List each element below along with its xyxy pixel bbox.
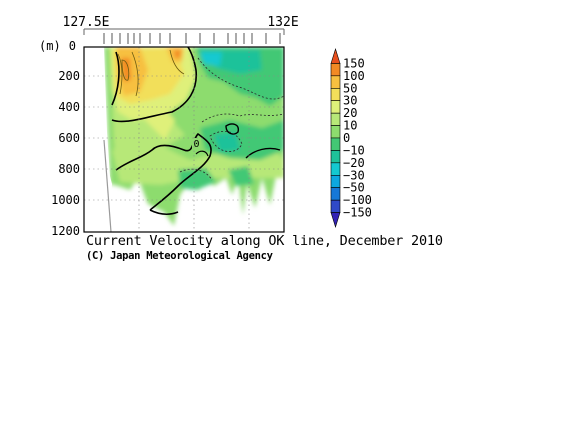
depth-tick-200: 200 (58, 69, 80, 83)
depth-tick-1200: 1200 (51, 224, 80, 238)
section-plot: 0 (84, 47, 284, 232)
contour-label: 0 (193, 139, 199, 150)
colorbar-label: 30 (343, 94, 357, 108)
colorbar-swatch (330, 75, 341, 89)
colorbar-label: 150 (343, 56, 365, 70)
colorbar-label: 0 (343, 131, 350, 145)
plot-grid (84, 47, 284, 232)
top-axis: 127.5E 132E (63, 15, 299, 35)
colorbar-swatch (330, 174, 341, 189)
colorbar-label: 50 (343, 81, 357, 95)
colorbar-swatch (330, 162, 341, 176)
colorbar-label: 10 (343, 119, 357, 133)
depth-axis: (m) 0 200 400 600 800 1000 1200 (39, 39, 80, 238)
top-tick-label-right: 132E (267, 15, 298, 30)
colorbar-swatch (330, 125, 341, 139)
colorbar-swatch (330, 199, 341, 213)
depth-tick-400: 400 (58, 100, 80, 114)
colorbar-label: 20 (343, 106, 357, 120)
colorbar-label: −30 (343, 168, 365, 182)
plot-frame (83, 46, 285, 233)
colorbar-swatch (330, 63, 341, 77)
depth-tick-0: 0 (69, 39, 76, 53)
top-tick-label-left: 127.5E (63, 15, 110, 30)
depth-tick-800: 800 (58, 162, 80, 176)
colorbar-swatch (330, 100, 341, 114)
colorbar-swatch (330, 87, 341, 102)
colorbar-label: −20 (343, 156, 365, 170)
colorbar-label: −10 (343, 143, 365, 157)
depth-unit-label: (m) (39, 39, 61, 53)
colorbar-swatch (330, 150, 341, 164)
colorbar-label: 100 (343, 69, 365, 83)
colorbar-label: −50 (343, 181, 365, 195)
depth-tick-1000: 1000 (51, 193, 80, 207)
colorbar-swatch (330, 137, 341, 151)
colorbar-label: −100 (343, 193, 372, 207)
figure-title: Current Velocity along OK line, December… (86, 233, 443, 249)
colorbar-swatch (330, 47, 341, 64)
colorbar-swatch (330, 112, 341, 126)
depth-tick-600: 600 (58, 131, 80, 145)
colorbar-swatch (330, 187, 341, 201)
colorbar-swatch (330, 212, 341, 229)
station-ticks (103, 33, 281, 44)
copyright-credit: (C) Japan Meteorological Agency (86, 250, 273, 262)
colorbar-label: −150 (343, 206, 372, 220)
